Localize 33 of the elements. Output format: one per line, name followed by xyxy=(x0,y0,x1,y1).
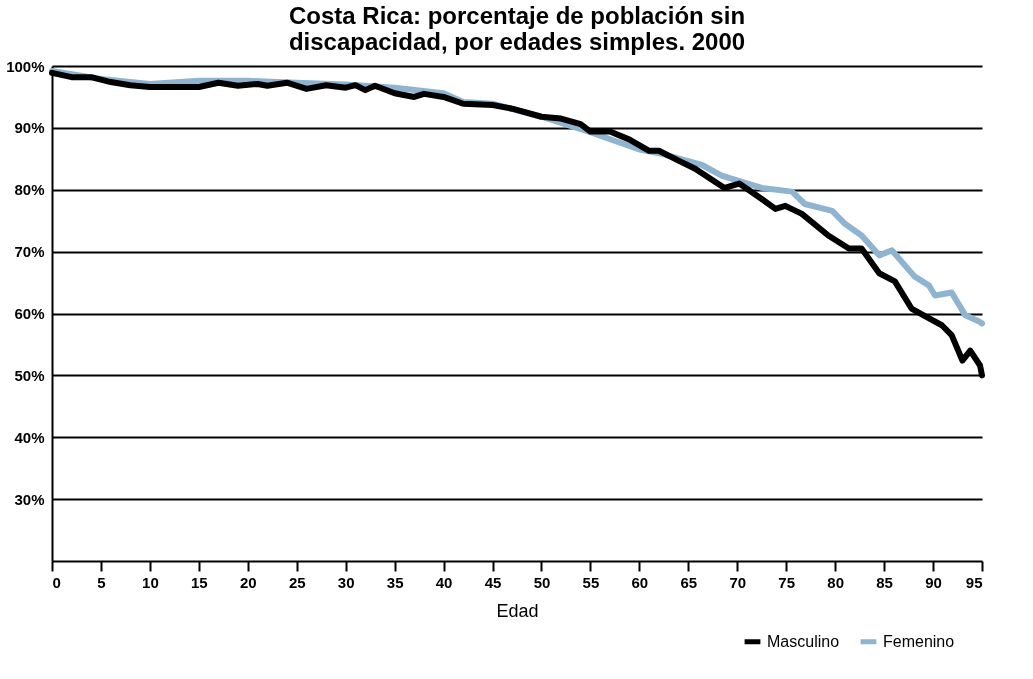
text: discapacidad, por edades simples. 2000 xyxy=(288,28,746,55)
y-tick-label: 90% xyxy=(14,119,45,137)
x-tick-label: 90 xyxy=(925,573,942,591)
y-tick-label: 100% xyxy=(6,57,45,75)
x-tick-label: 5 xyxy=(97,573,106,591)
x-tick-label: 20 xyxy=(239,573,257,591)
x-tick-label: 25 xyxy=(288,573,306,591)
y-tick-label: 40% xyxy=(14,428,45,446)
x-tick-label: 0 xyxy=(52,573,61,591)
x-tick-label: 35 xyxy=(386,573,404,591)
x-tick-label: 75 xyxy=(778,573,796,591)
x-tick-label: 65 xyxy=(680,573,698,591)
x-tick-label: 45 xyxy=(484,573,502,591)
text: Costa Rica: porcentaje de población sin xyxy=(288,2,746,29)
x-tick-label: 40 xyxy=(435,573,453,591)
x-tick-label: 60 xyxy=(631,573,649,591)
x-tick-label: 80 xyxy=(827,573,844,591)
x-tick-label: 85 xyxy=(876,573,893,591)
x-tick-label: 95 xyxy=(965,573,983,591)
y-tick-label: 60% xyxy=(14,305,45,322)
x-tick-label: 15 xyxy=(191,573,208,591)
x-tick-label: 10 xyxy=(142,573,159,591)
y-tick-label: 80% xyxy=(14,181,45,199)
x-axis-title: Edad xyxy=(496,600,539,621)
legend-label: Femenino xyxy=(883,632,955,650)
y-tick-label: 50% xyxy=(14,366,45,384)
x-tick-label: 50 xyxy=(533,573,551,591)
y-tick-label: 30% xyxy=(14,490,45,508)
x-tick-label: 30 xyxy=(337,573,355,591)
x-tick-label: 55 xyxy=(582,573,600,591)
y-tick-label: 70% xyxy=(14,243,45,261)
legend-label: Masculino xyxy=(767,632,840,650)
x-tick-label: 70 xyxy=(729,573,747,591)
